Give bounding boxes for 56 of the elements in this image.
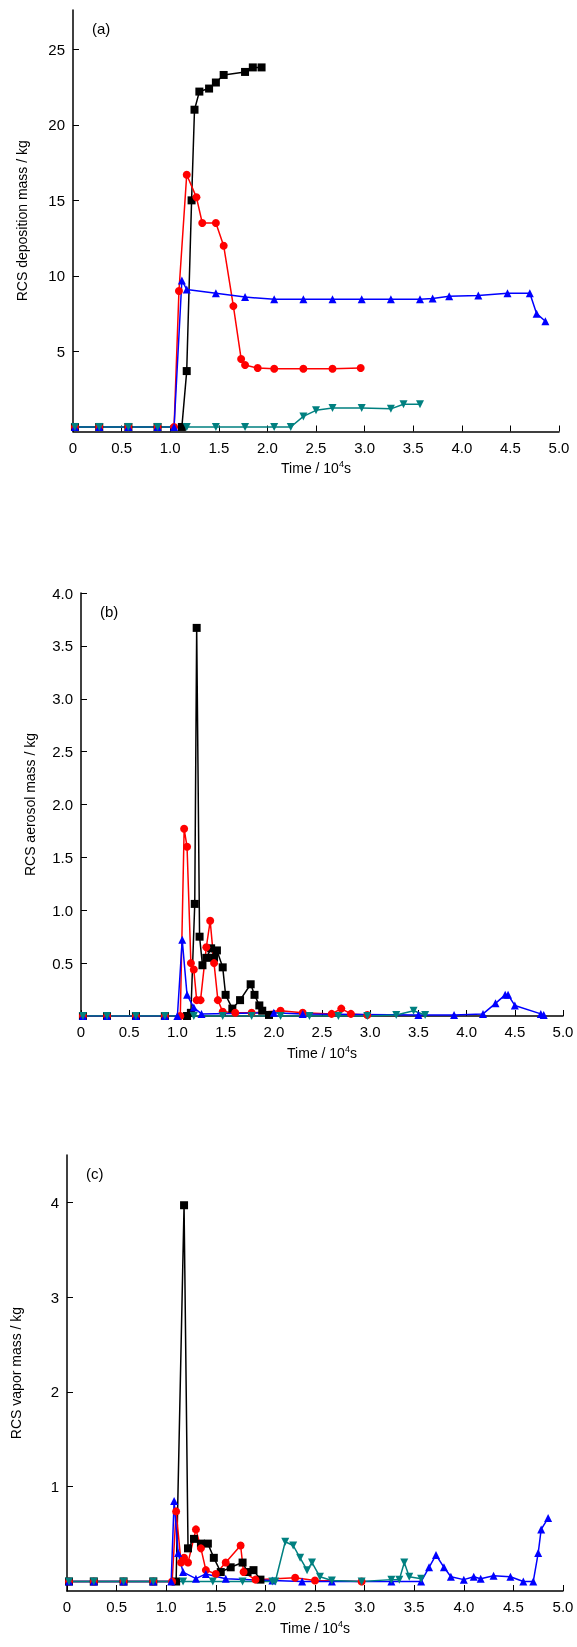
x-tick-label: 1.5 [205, 1598, 227, 1615]
y-tick-label: 5 [56, 342, 65, 360]
x-tick-label: 1.0 [159, 438, 181, 456]
x-tick-label: 2.0 [254, 1598, 276, 1615]
x-tick-label: 4.5 [502, 1598, 524, 1615]
x-tick-label: 3.5 [403, 1598, 425, 1615]
x-tick-label: 0 [76, 1023, 86, 1040]
x-tick-label: 3.5 [407, 1023, 429, 1040]
y-tick-label: 1 [50, 1478, 59, 1496]
x-tick-label: 4.5 [499, 438, 521, 456]
y-tick-label: 25 [48, 40, 65, 58]
x-tick-label: 4.5 [504, 1023, 526, 1040]
x-tick-label: 0.5 [106, 1598, 128, 1615]
x-tick-label: 1.5 [208, 438, 230, 456]
y-tick-label: 10 [48, 267, 65, 285]
y-tick-label: 2.0 [52, 796, 73, 813]
x-tick-label: 2.0 [256, 438, 278, 456]
y-tick-label: 3.5 [52, 637, 73, 655]
x-tick-label: 0 [62, 1598, 72, 1615]
x-tick-label: 4.0 [451, 438, 473, 456]
x-tick-label: 2.5 [304, 1598, 326, 1615]
y-tick-label: 4.0 [52, 584, 73, 602]
y-tick-label: 4 [50, 1193, 59, 1211]
x-tick-label: 2.5 [305, 438, 327, 456]
x-tick-label: 1.0 [166, 1023, 188, 1040]
y-tick-label: 2.5 [52, 743, 73, 761]
y-axis-title: RCS deposition mass / kg [14, 140, 30, 302]
y-tick-label: 3 [50, 1288, 59, 1306]
y-tick-label: 1.0 [52, 901, 73, 919]
x-tick-label: 3.0 [359, 1023, 381, 1040]
y-axis-title: RCS aerosol mass / kg [22, 732, 38, 877]
x-tick-label: 4.0 [453, 1598, 475, 1615]
x-tick-label: 5.0 [552, 1598, 574, 1615]
y-axis-title: RCS vapor mass / kg [8, 1306, 24, 1440]
x-tick-label: 2.5 [311, 1023, 333, 1040]
y-tick-label: 20 [48, 116, 65, 134]
x-tick-label: 4.0 [456, 1023, 478, 1040]
x-tick-label: 3.0 [354, 438, 376, 456]
y-tick-label: 1.5 [52, 848, 73, 866]
y-tick-label: 2 [50, 1383, 59, 1401]
x-tick-label: 0.5 [111, 438, 133, 456]
text: (b) [100, 603, 119, 620]
x-tick-label: 5.0 [552, 1023, 574, 1040]
x-tick-label: 3.5 [402, 438, 424, 456]
y-tick-label: 3.0 [52, 690, 73, 708]
x-tick-label: 1.5 [215, 1023, 237, 1040]
x-tick-label: 1.0 [155, 1598, 177, 1615]
x-tick-label: 0 [68, 438, 78, 456]
y-tick-label: 15 [48, 191, 65, 209]
text: (c) [86, 1165, 104, 1182]
x-tick-label: 0.5 [118, 1023, 140, 1040]
x-tick-label: 2.0 [263, 1023, 285, 1040]
x-tick-label: 5.0 [548, 438, 570, 456]
x-tick-label: 3.0 [354, 1598, 376, 1615]
y-tick-label: 0.5 [52, 954, 73, 972]
text: (a) [92, 20, 111, 37]
